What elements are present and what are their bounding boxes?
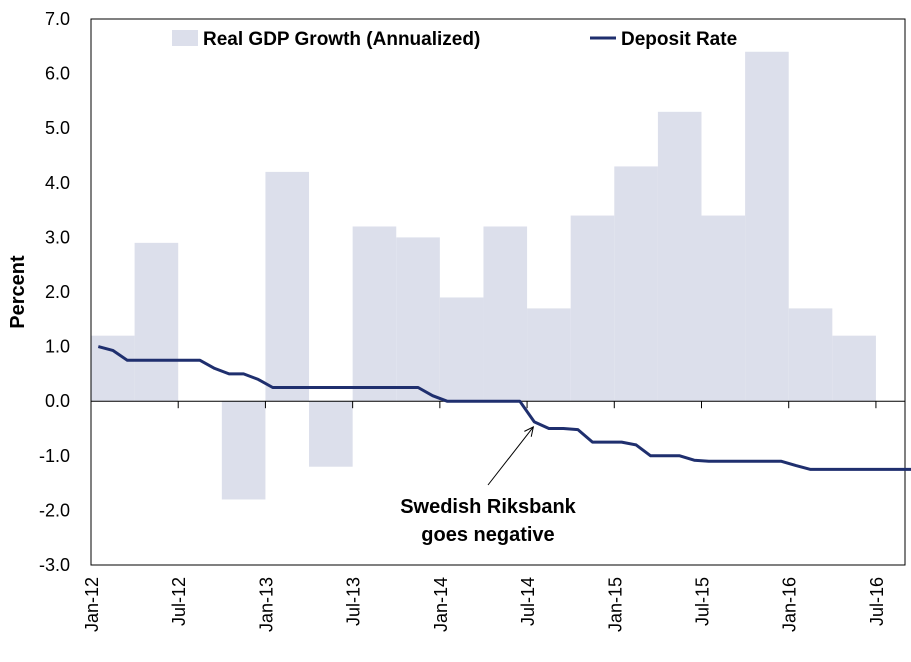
y-tick-label: 7.0 xyxy=(45,9,70,29)
x-tick-label: Jan-15 xyxy=(605,577,625,632)
y-axis-label: Percent xyxy=(7,255,29,329)
x-tick-label: Jan-16 xyxy=(780,577,800,632)
gdp-bar-2013Q4 xyxy=(396,237,440,402)
x-tick-marks xyxy=(177,401,877,409)
x-tick-label: Jul-12 xyxy=(169,577,189,626)
gdp-bar-2013Q3 xyxy=(352,226,397,402)
deposit-rate-line xyxy=(97,345,911,471)
annotation-arrowhead xyxy=(524,426,535,437)
x-tick-label: Jan-13 xyxy=(256,577,276,632)
annotation: Swedish Riksbank goes negative xyxy=(400,426,577,546)
x-tick-label: Jul-14 xyxy=(518,577,538,626)
y-tick-label: -1.0 xyxy=(39,446,70,466)
x-tick-label: Jul-16 xyxy=(867,577,887,626)
y-tick-label: 5.0 xyxy=(45,118,70,138)
y-tick-labels: 7.0 6.0 5.0 4.0 3.0 2.0 1.0 0.0 -1.0 -2.0 -3.0 xyxy=(39,9,70,575)
x-tick-label: Jan-14 xyxy=(431,577,451,632)
x-tick-label: Jul-15 xyxy=(693,577,713,626)
y-tick-label: 4.0 xyxy=(45,173,70,193)
gdp-bar-2014Q3 xyxy=(527,308,571,402)
legend-gdp-swatch xyxy=(172,30,198,46)
gdp-bar-2014Q1 xyxy=(439,297,484,402)
annotation-text-line2: goes negative xyxy=(421,524,554,546)
gdp-bar-2016Q2 xyxy=(832,335,876,402)
gdp-bar-2016Q1 xyxy=(788,308,833,402)
gdp-bar-2015Q4 xyxy=(745,51,789,402)
annotation-text-line1: Swedish Riksbank xyxy=(400,496,576,518)
y-tick-label: 6.0 xyxy=(45,64,70,84)
x-tick-label: Jan-12 xyxy=(82,577,102,632)
gdp-bar-2014Q2 xyxy=(483,226,528,402)
y-tick-label: -3.0 xyxy=(39,555,70,575)
x-tick-labels: Jan-12 Jul-12 Jan-13 Jul-13 Jan-14 Jul-14 Jan-… xyxy=(82,577,887,632)
gdp-bar-2013Q1 xyxy=(265,171,310,402)
plot-frame xyxy=(90,18,906,566)
gdp-bar-2015Q3 xyxy=(701,215,746,402)
gdp-bar-2012Q1 xyxy=(91,335,135,402)
gdp-bar-2013Q2 xyxy=(309,401,353,467)
y-tick-label: 1.0 xyxy=(45,337,70,357)
annotation-arrow xyxy=(487,426,534,486)
gdp-bar-2015Q1 xyxy=(614,166,658,402)
y-tick-label: 0.0 xyxy=(45,391,70,411)
gdp-bar-2015Q2 xyxy=(657,111,702,402)
gdp-bars xyxy=(91,51,876,500)
x-tick-label: Jul-13 xyxy=(344,577,364,626)
gdp-bar-2012Q2 xyxy=(134,242,179,402)
y-tick-label: 3.0 xyxy=(45,227,70,247)
legend-gdp-label: Real GDP Growth (Annualized) xyxy=(203,29,480,50)
legend: Real GDP Growth (Annualized) Deposit Rat… xyxy=(172,29,737,50)
gdp-bar-2012Q4 xyxy=(221,401,266,500)
y-tick-label: 2.0 xyxy=(45,282,70,302)
y-tick-label: -2.0 xyxy=(39,500,70,520)
gdp-bar-2014Q4 xyxy=(570,215,615,402)
legend-rate-label: Deposit Rate xyxy=(621,29,737,50)
